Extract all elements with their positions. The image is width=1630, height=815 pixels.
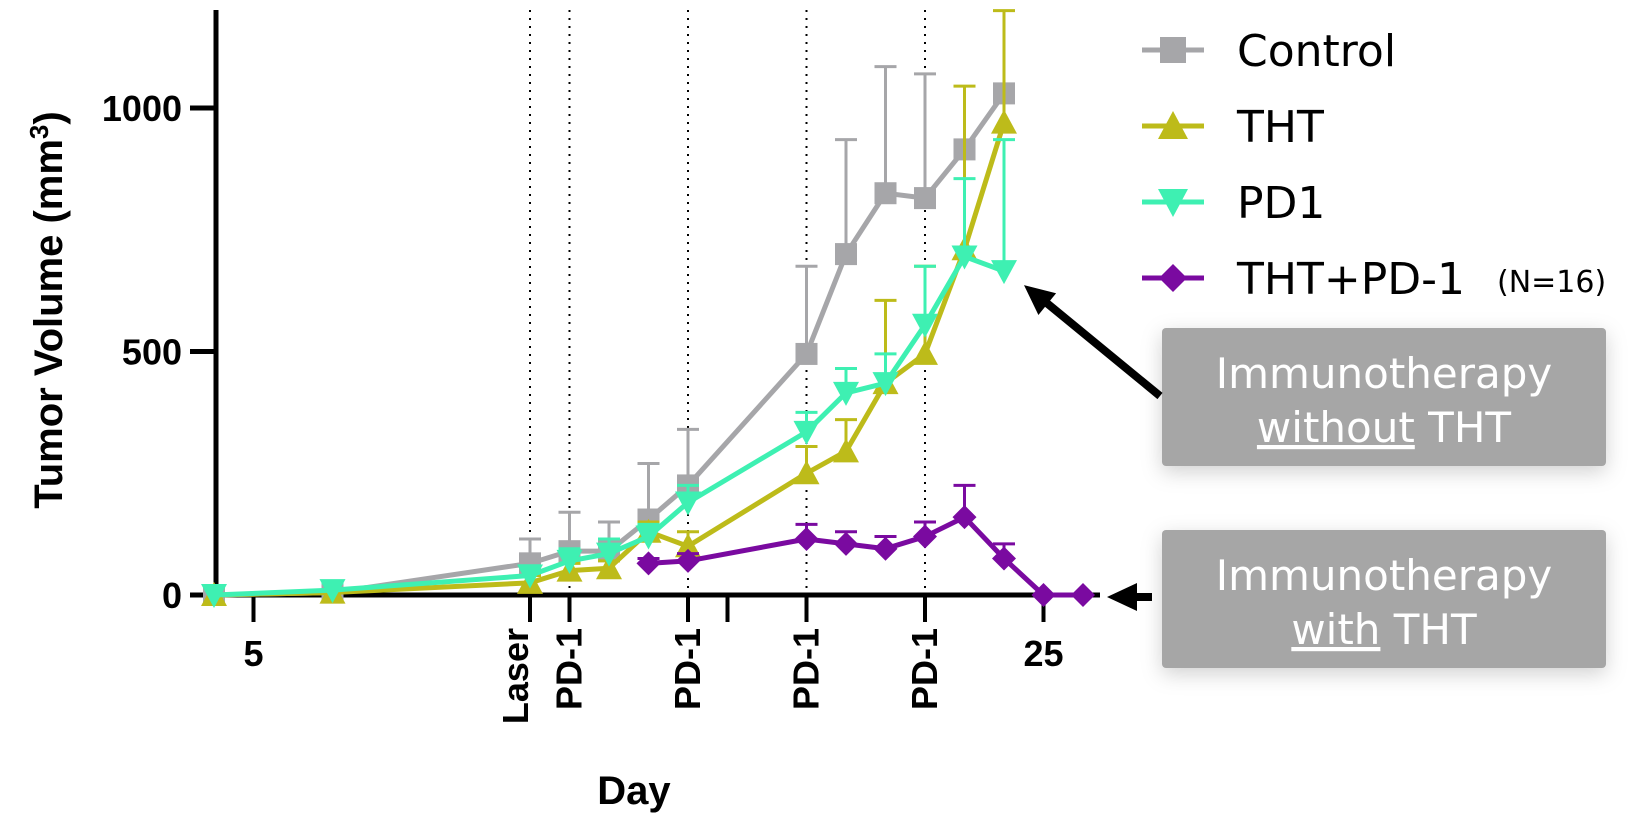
data-point xyxy=(636,551,661,576)
callout-line1: Immunotherapy xyxy=(1216,349,1553,398)
callout-box xyxy=(1162,530,1606,668)
legend-label: Control xyxy=(1237,26,1396,77)
callout: Immunotherapy without THT xyxy=(1024,285,1606,466)
callout-arrow xyxy=(1039,296,1163,400)
callout-line1: Immunotherapy xyxy=(1216,551,1553,600)
data-point xyxy=(319,579,346,604)
data-point xyxy=(912,313,938,338)
data-point xyxy=(596,542,622,567)
series-control xyxy=(203,65,1015,606)
callout-arrowhead xyxy=(1024,285,1057,315)
legend-marker xyxy=(1159,264,1187,292)
callout-line2: without THT xyxy=(1257,403,1511,452)
callout-arrowhead xyxy=(1107,583,1137,611)
legend-item: PD1 xyxy=(1142,178,1325,229)
event-label: Laser xyxy=(495,628,536,724)
data-point xyxy=(874,182,897,205)
data-point xyxy=(556,549,583,574)
legend-item: Control xyxy=(1142,26,1396,77)
data-point xyxy=(833,438,859,463)
data-point xyxy=(991,109,1017,134)
legend: Control THT PD1 THT+PD-1 xyxy=(1142,26,1465,305)
data-point xyxy=(201,584,227,608)
series-tht-pd-1 xyxy=(636,483,1095,607)
callout-box xyxy=(1162,328,1606,466)
data-point xyxy=(675,491,701,516)
data-point xyxy=(951,245,978,270)
data-point xyxy=(794,526,819,551)
data-point xyxy=(835,243,857,266)
data-point xyxy=(596,555,622,580)
legend-label: PD1 xyxy=(1237,178,1325,229)
series-tht xyxy=(201,9,1017,606)
legend-item: THT+PD-1 xyxy=(1142,254,1465,305)
callout: Immunotherapy with THT xyxy=(1107,530,1606,668)
y-tick-label: 0 xyxy=(162,575,182,616)
event-label: PD-1 xyxy=(667,628,708,710)
data-point xyxy=(1031,583,1056,607)
event-label: PD-1 xyxy=(786,628,827,710)
data-point xyxy=(992,546,1016,571)
data-point xyxy=(834,531,858,556)
y-axis-ticks: 0 500 1000 xyxy=(102,88,216,616)
data-point xyxy=(991,260,1017,285)
legend-item: THT xyxy=(1142,102,1324,153)
event-lines xyxy=(529,10,926,595)
data-point xyxy=(517,564,543,589)
data-point xyxy=(912,340,938,365)
data-point xyxy=(913,524,937,549)
data-point xyxy=(793,420,820,445)
data-point xyxy=(676,548,700,573)
legend-marker xyxy=(1160,37,1186,63)
data-point xyxy=(873,536,898,561)
y-axis-title: Tumor Volume (mm3) xyxy=(24,111,71,508)
legend-label: THT+PD-1 xyxy=(1236,254,1465,305)
data-point xyxy=(1071,583,1095,607)
data-point xyxy=(635,525,662,550)
series-line xyxy=(648,514,1083,598)
legend-marker xyxy=(1158,111,1188,139)
x-axis-ticks: Laser PD-1 PD-1 PD-1 PD-1 5 25 xyxy=(243,597,1064,724)
data-point xyxy=(675,533,701,558)
x-tick-label: 25 xyxy=(1023,633,1063,674)
legend-label: THT xyxy=(1236,102,1324,153)
y-tick-label: 500 xyxy=(122,332,182,373)
series-layer xyxy=(201,9,1095,608)
x-tick-label: 5 xyxy=(243,633,263,674)
y-tick-label: 1000 xyxy=(102,88,182,129)
data-point xyxy=(914,187,936,210)
legend-marker xyxy=(1158,189,1188,217)
data-point xyxy=(795,342,818,365)
data-point xyxy=(793,460,820,485)
x-axis-title: Day xyxy=(597,769,671,813)
event-label: PD-1 xyxy=(549,628,590,710)
data-point xyxy=(952,505,977,530)
event-label: PD-1 xyxy=(904,628,945,710)
callouts: Immunotherapy without THT Immunotherapy wit… xyxy=(1024,285,1606,668)
callout-line2: with THT xyxy=(1291,605,1477,654)
legend-note: (N=16) xyxy=(1497,265,1606,300)
data-point xyxy=(872,372,899,397)
data-point xyxy=(833,381,859,406)
series-pd1 xyxy=(201,138,1017,608)
